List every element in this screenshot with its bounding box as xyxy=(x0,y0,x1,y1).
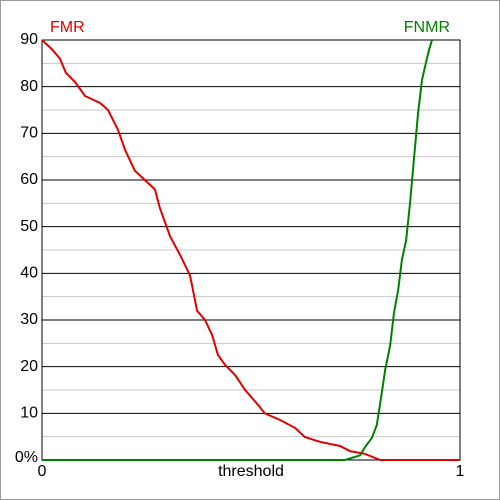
series-line xyxy=(41,39,460,461)
legend-label: FNMR xyxy=(404,19,450,36)
series-line xyxy=(42,39,433,461)
x-tick-label: 1 xyxy=(456,463,465,480)
y-tick-label: 10 xyxy=(20,405,38,422)
x-tick-label: 0 xyxy=(38,463,47,480)
legend-label: FMR xyxy=(50,19,85,36)
x-axis-label: threshold xyxy=(218,463,284,480)
y-tick-label: 50 xyxy=(20,218,38,235)
y-tick-label: 70 xyxy=(20,125,38,142)
y-tick-label: 90 xyxy=(20,31,38,48)
y-tick-label: 60 xyxy=(20,171,38,188)
y-tick-label: 30 xyxy=(20,311,38,328)
y-tick-label: 40 xyxy=(20,265,38,282)
y-tick-label: 80 xyxy=(20,78,38,95)
y-tick-label: 20 xyxy=(20,358,38,375)
y-tick-label: 0% xyxy=(15,449,38,466)
